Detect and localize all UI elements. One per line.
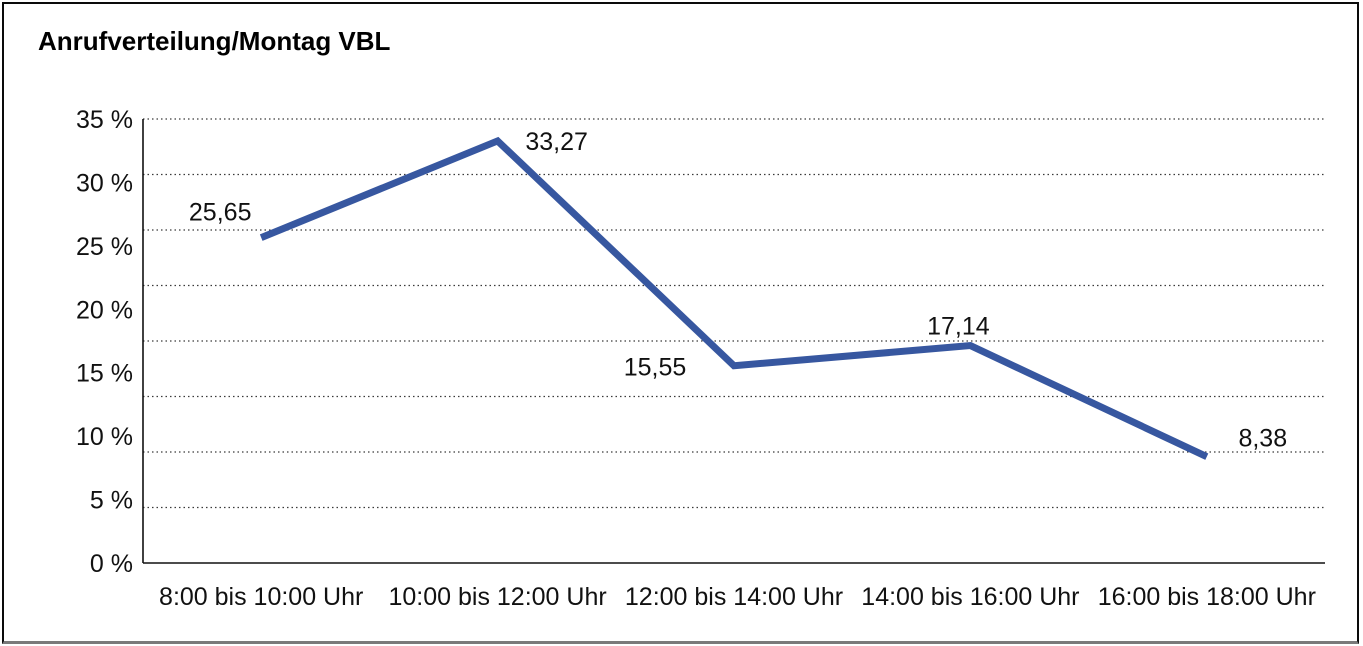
data-value-label: 15,55 <box>624 354 687 382</box>
x-category-label: 14:00 bis 16:00 Uhr <box>861 583 1079 611</box>
data-value-label: 17,14 <box>927 313 990 341</box>
x-category-label: 8:00 bis 10:00 Uhr <box>159 583 363 611</box>
y-tick-label: 20 % <box>76 296 133 324</box>
y-tick-label: 10 % <box>76 423 133 451</box>
data-value-label: 25,65 <box>189 199 252 227</box>
x-category-label: 16:00 bis 18:00 Uhr <box>1098 583 1316 611</box>
x-category-label: 12:00 bis 14:00 Uhr <box>625 583 843 611</box>
y-tick-label: 25 % <box>76 233 133 261</box>
y-tick-label: 5 % <box>90 487 133 515</box>
series-line <box>259 136 1209 460</box>
y-tick-label: 15 % <box>76 360 133 388</box>
chart-title: Anrufverteilung/Montag VBL <box>38 26 391 56</box>
y-tick-label: 30 % <box>76 169 133 197</box>
x-category-label: 10:00 bis 12:00 Uhr <box>388 583 606 611</box>
y-tick-label: 35 % <box>76 106 133 134</box>
y-tick-label: 0 % <box>90 550 133 578</box>
data-value-label: 33,27 <box>525 128 588 156</box>
data-value-label: 8,38 <box>1238 425 1287 453</box>
